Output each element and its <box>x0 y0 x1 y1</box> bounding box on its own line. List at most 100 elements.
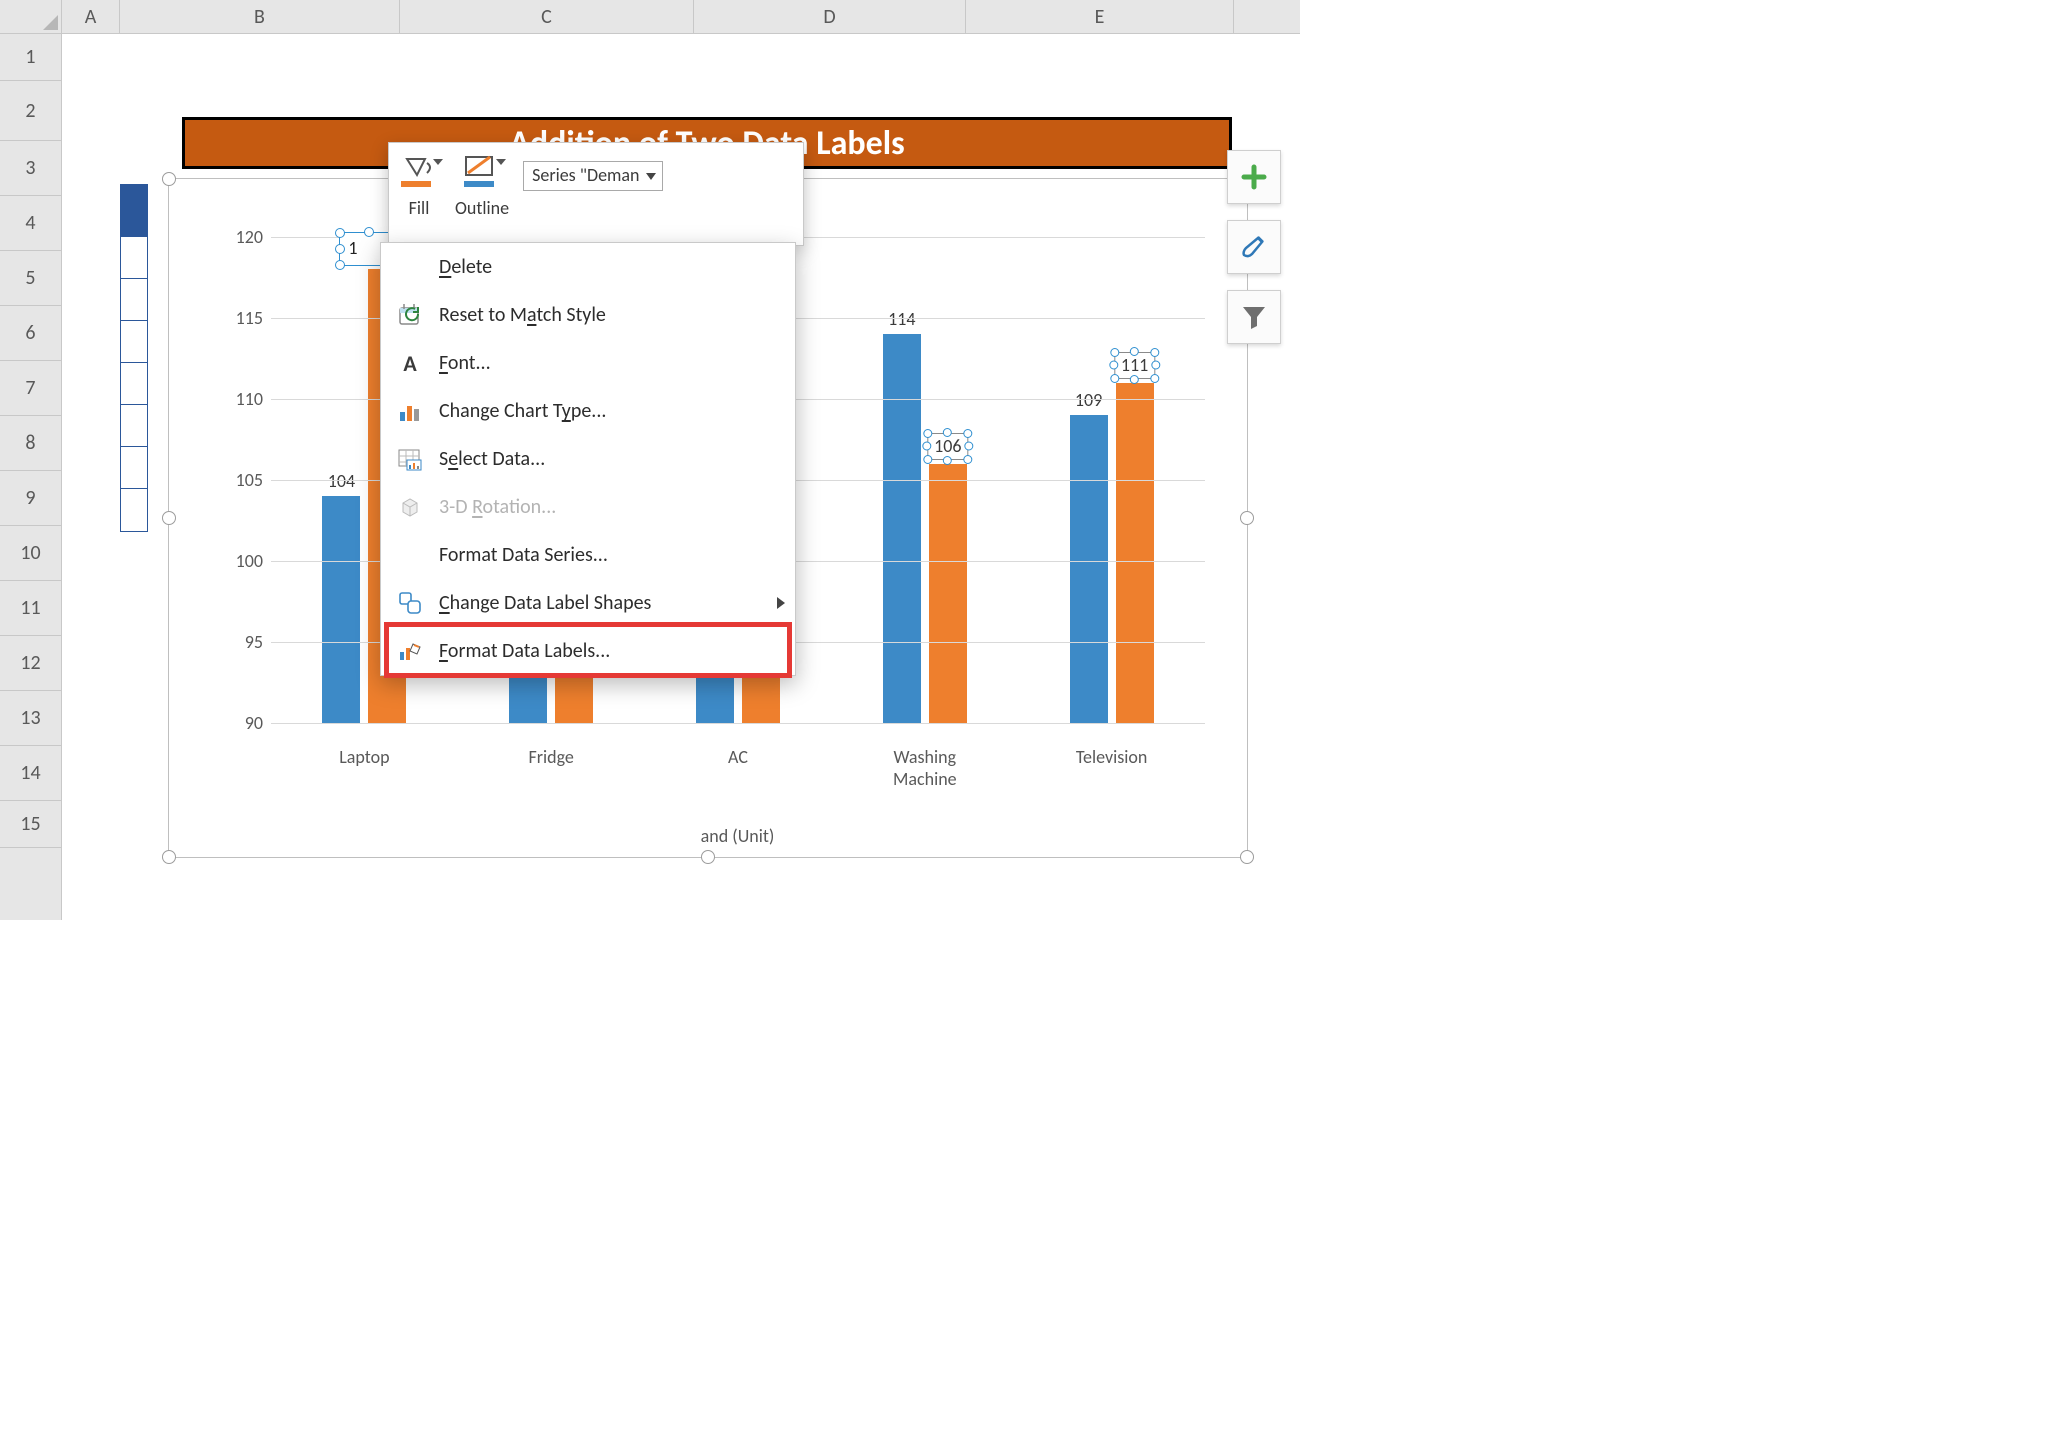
category-label: Fridge <box>481 747 621 769</box>
row-header[interactable]: 15 <box>0 801 61 848</box>
y-tick-label: 100 <box>236 550 263 572</box>
cell-area[interactable]: Addition of Two Data Labels 909510010511… <box>62 34 1300 920</box>
menu-icon <box>395 444 425 474</box>
row-header[interactable]: 9 <box>0 471 61 526</box>
row-header[interactable]: 5 <box>0 251 61 306</box>
outline-icon <box>460 153 504 193</box>
axis-title-fragment: and (Unit) <box>701 825 775 847</box>
menu-label: Change Chart Type... <box>439 399 606 423</box>
outline-button[interactable]: Outline <box>455 153 509 219</box>
row-header[interactable]: 4 <box>0 196 61 251</box>
y-tick-label: 115 <box>236 307 263 329</box>
fill-label: Fill <box>409 197 430 219</box>
menu-item[interactable]: Select Data... <box>381 435 795 483</box>
column-header[interactable]: C <box>400 0 694 33</box>
y-tick-label: 95 <box>245 631 263 653</box>
menu-icon <box>395 636 425 666</box>
data-label[interactable]: 104 <box>328 470 355 492</box>
resize-handle[interactable] <box>701 850 715 864</box>
menu-item[interactable]: Change Data Label Shapes <box>381 579 795 627</box>
data-label[interactable]: 114 <box>888 308 915 330</box>
row-header[interactable]: 6 <box>0 306 61 361</box>
menu-icon <box>395 396 425 426</box>
menu-label: Change Data Label Shapes <box>439 591 651 615</box>
row-header[interactable]: 3 <box>0 141 61 196</box>
bar-supply[interactable] <box>1070 415 1108 723</box>
menu-item: 3-D Rotation... <box>381 483 795 531</box>
data-label[interactable]: 111 <box>1114 352 1155 379</box>
menu-item[interactable]: Reset to Match Style <box>381 291 795 339</box>
bar-demand[interactable] <box>929 464 967 723</box>
data-range-outline <box>120 236 148 532</box>
series-marker <box>120 184 148 236</box>
menu-icon <box>395 300 425 330</box>
resize-handle[interactable] <box>162 172 176 186</box>
y-tick-label: 90 <box>245 712 263 734</box>
menu-icon <box>395 252 425 282</box>
data-label[interactable]: 106 <box>927 433 968 460</box>
menu-icon <box>395 588 425 618</box>
category-label: Television <box>1042 747 1182 769</box>
fill-icon <box>397 153 441 193</box>
submenu-arrow-icon <box>777 597 785 609</box>
y-tick-label: 110 <box>236 388 263 410</box>
row-header[interactable]: 10 <box>0 526 61 581</box>
menu-icon <box>395 540 425 570</box>
menu-label: Font... <box>439 351 491 375</box>
series-selector-text: Series "Deman <box>532 164 639 186</box>
row-header[interactable]: 12 <box>0 636 61 691</box>
column-headers: ABCDE <box>62 0 1300 34</box>
bar-supply[interactable] <box>322 496 360 723</box>
row-header[interactable]: 13 <box>0 691 61 746</box>
resize-handle[interactable] <box>162 850 176 864</box>
resize-handle[interactable] <box>1240 850 1254 864</box>
row-header[interactable]: 2 <box>0 81 61 141</box>
bar-supply[interactable] <box>883 334 921 723</box>
menu-item[interactable]: Format Data Labels... <box>381 627 795 675</box>
bar-demand[interactable] <box>1116 383 1154 723</box>
menu-label: 3-D Rotation... <box>439 495 556 519</box>
column-header[interactable]: D <box>694 0 966 33</box>
mini-toolbar: Fill Outline Series "Deman <box>388 142 804 246</box>
column-header[interactable]: E <box>966 0 1234 33</box>
chart-elements-button[interactable] <box>1227 150 1281 204</box>
data-label-text: 1 <box>348 237 357 259</box>
row-header[interactable]: 11 <box>0 581 61 636</box>
x-axis-labels: LaptopFridgeACWashing MachineTelevision <box>271 747 1205 789</box>
menu-label: Format Data Labels... <box>439 639 610 663</box>
worksheet: ABCDE 123456789101112131415 Addition of … <box>0 0 1300 920</box>
row-header[interactable]: 1 <box>0 34 61 81</box>
y-tick-label: 105 <box>236 469 263 491</box>
resize-handle[interactable] <box>1240 511 1254 525</box>
row-headers: 123456789101112131415 <box>0 34 62 920</box>
row-header[interactable]: 7 <box>0 361 61 416</box>
outline-label: Outline <box>455 197 509 219</box>
menu-icon: A <box>395 348 425 378</box>
row-header[interactable]: 14 <box>0 746 61 801</box>
select-all-corner[interactable] <box>0 0 62 34</box>
menu-label: Reset to Match Style <box>439 303 606 327</box>
menu-item[interactable]: Delete <box>381 243 795 291</box>
category-label: AC <box>668 747 808 769</box>
menu-icon <box>395 492 425 522</box>
column-header[interactable]: B <box>120 0 400 33</box>
menu-label: Format Data Series... <box>439 543 608 567</box>
gridline <box>271 723 1205 724</box>
menu-item[interactable]: Format Data Series... <box>381 531 795 579</box>
fill-button[interactable]: Fill <box>397 153 441 219</box>
menu-item[interactable]: Change Chart Type... <box>381 387 795 435</box>
context-menu: Delete Reset to Match Style A Font... Change… <box>380 242 796 676</box>
data-label[interactable]: 109 <box>1075 389 1102 411</box>
menu-label: Delete <box>439 255 492 279</box>
menu-item[interactable]: A Font... <box>381 339 795 387</box>
y-axis: 9095100105110115120 <box>213 237 271 723</box>
y-tick-label: 120 <box>236 226 263 248</box>
category-label: Laptop <box>294 747 434 769</box>
menu-label: Select Data... <box>439 447 545 471</box>
resize-handle[interactable] <box>162 511 176 525</box>
column-header[interactable]: A <box>62 0 120 33</box>
chart-filter-button[interactable] <box>1227 290 1281 344</box>
row-header[interactable]: 8 <box>0 416 61 471</box>
chart-styles-button[interactable] <box>1227 220 1281 274</box>
series-selector[interactable]: Series "Deman <box>523 161 662 191</box>
